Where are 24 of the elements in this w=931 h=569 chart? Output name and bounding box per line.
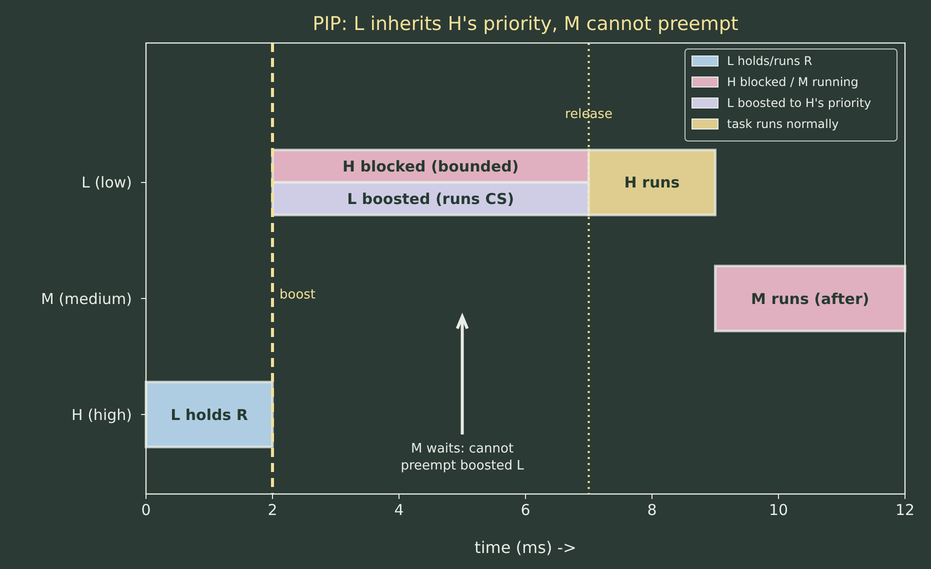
legend-label: task runs normally <box>727 117 839 132</box>
x-tick-label: 10 <box>768 501 788 519</box>
data-label: H blocked (bounded) <box>342 157 519 176</box>
data-label: H runs <box>624 174 680 192</box>
ref-line-label: boost <box>280 288 316 302</box>
legend-label: H blocked / M running <box>727 75 858 90</box>
data-label: L holds R <box>170 406 248 424</box>
y-tick-label: H (high) <box>72 406 132 424</box>
legend-label: L holds/runs R <box>727 54 812 68</box>
x-tick-label: 2 <box>268 501 278 519</box>
data-label: M runs (after) <box>751 290 870 308</box>
x-tick-label: 4 <box>394 501 404 519</box>
legend-label: L boosted to H's priority <box>727 96 872 110</box>
y-tick-label: M (medium) <box>40 290 132 308</box>
x-tick-label: 0 <box>141 501 151 519</box>
ref-line-label: release <box>565 107 612 122</box>
chart-title: PIP: L inherits H's priority, M cannot preempt <box>312 13 738 35</box>
y-tick-label: L (low) <box>82 174 132 192</box>
data-label: L boosted (runs CS) <box>347 190 514 208</box>
x-tick-label: 8 <box>647 501 657 519</box>
x-axis-title: time (ms) -> <box>474 538 576 557</box>
x-tick-label: 6 <box>520 501 530 519</box>
x-tick-label: 12 <box>895 501 915 519</box>
annotation: M waits: cannot preempt boosted L <box>400 442 525 474</box>
